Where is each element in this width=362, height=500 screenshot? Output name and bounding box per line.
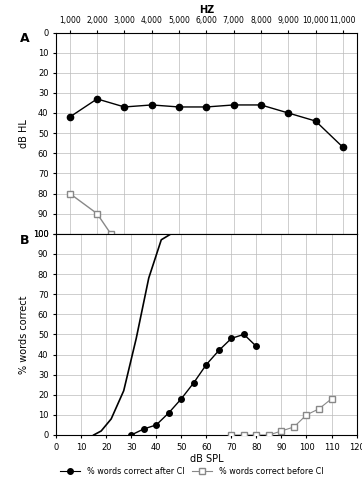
Text: A: A <box>20 32 30 46</box>
Y-axis label: dB HL: dB HL <box>18 118 29 148</box>
X-axis label: HZ: HZ <box>199 5 214 15</box>
Legend: % words correct after CI, % words correct before CI: % words correct after CI, % words correc… <box>60 467 323 476</box>
X-axis label: dB SPL: dB SPL <box>190 454 223 464</box>
Text: B: B <box>20 234 30 246</box>
Y-axis label: % words correct: % words correct <box>18 295 29 374</box>
Legend: PTA FF before CI mean thresholds, PTA FF after CI mean thresholds: PTA FF before CI mean thresholds, PTA FF… <box>60 242 222 264</box>
